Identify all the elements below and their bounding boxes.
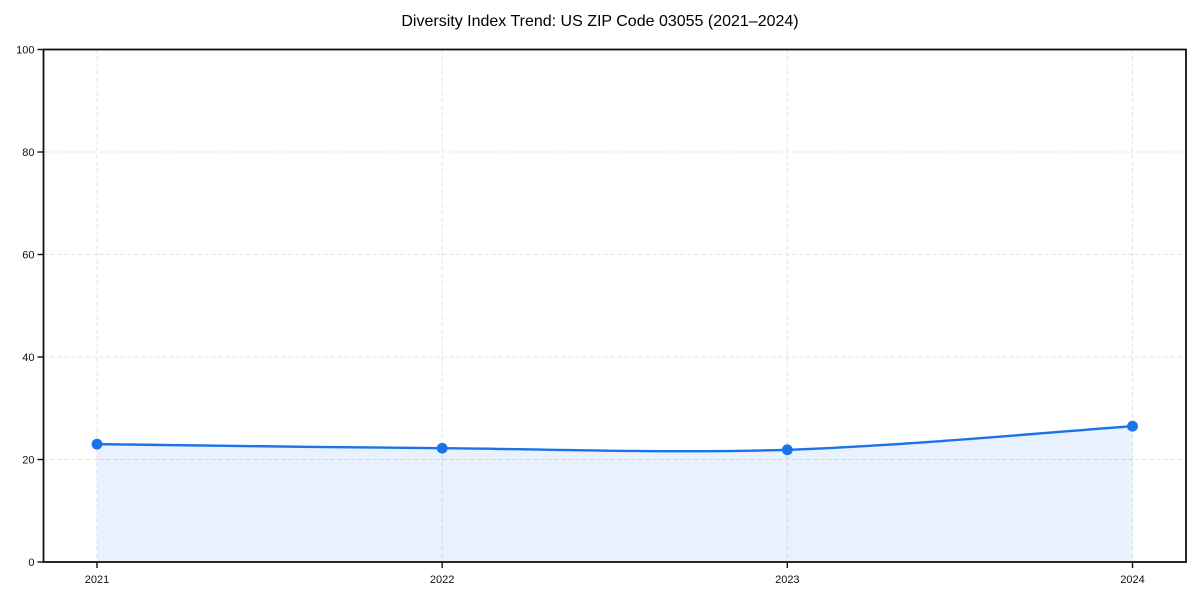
tick-labels: 0 20 40 60 80 100 2021 2022 2023 2024	[16, 45, 1145, 587]
data-point	[781, 444, 793, 456]
xtick-label: 2024	[1120, 574, 1144, 586]
data-markers	[91, 420, 1138, 456]
data-point	[1127, 420, 1138, 432]
chart-title: Diversity Index Trend: US ZIP Code 03055…	[401, 13, 799, 30]
ytick-label: 60	[22, 250, 34, 262]
xtick-label: 2022	[430, 574, 454, 586]
trend-line-path	[95, 424, 1134, 453]
trend-line	[95, 424, 1134, 453]
data-point	[436, 442, 448, 454]
ytick-label: 40	[22, 352, 34, 364]
data-point	[91, 438, 103, 450]
gridlines	[43, 49, 1186, 562]
axes	[42, 48, 1187, 563]
tick-marks	[37, 48, 1134, 568]
ytick-label: 0	[28, 557, 34, 569]
ytick-label: 80	[22, 147, 34, 159]
xtick-label: 2021	[85, 574, 109, 586]
ytick-label: 100	[16, 45, 34, 57]
area-path	[97, 426, 1133, 562]
plot-border	[42, 48, 1187, 563]
xtick-label: 2023	[775, 574, 799, 586]
ytick-label: 20	[22, 455, 34, 467]
area-fill	[97, 426, 1133, 562]
